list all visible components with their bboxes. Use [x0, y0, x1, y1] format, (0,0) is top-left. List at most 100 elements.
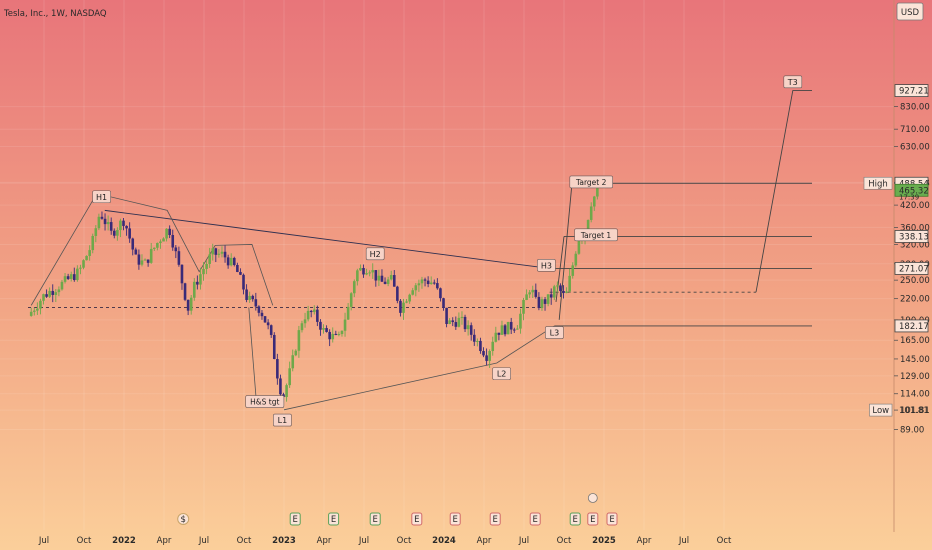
candle-body	[574, 253, 578, 266]
candle	[109, 217, 113, 235]
pattern-label-box	[545, 326, 564, 339]
candle	[476, 338, 479, 347]
candle	[199, 267, 202, 290]
candle-body	[300, 323, 304, 331]
pattern-label-text: H3	[541, 261, 552, 270]
candle-body	[202, 268, 205, 275]
candle-body	[503, 325, 507, 335]
y-tick-label: 320.00	[900, 240, 930, 250]
x-tick-label: Apr	[317, 536, 332, 546]
event-marker: E	[328, 512, 340, 526]
event-marker: E	[369, 512, 381, 526]
pattern-label-box	[537, 259, 556, 272]
pattern-label: L2	[492, 367, 511, 380]
candle-body	[516, 328, 519, 330]
pattern-label-box	[245, 395, 285, 408]
annotations: H1 H2 H3 L1 L2 L3 T3 Target 1 Target 2 H&S tgt	[92, 75, 803, 427]
candle-body	[565, 291, 568, 293]
candle-body	[442, 298, 445, 308]
y-tick-label: 114.00	[900, 390, 930, 400]
currency-button[interactable]: USD	[896, 2, 924, 21]
candle	[192, 278, 196, 301]
candle-body	[309, 310, 313, 313]
candle-body	[423, 279, 427, 281]
candle	[451, 317, 455, 327]
candle-body	[577, 240, 581, 254]
pattern-label-box	[92, 190, 111, 204]
candle	[134, 247, 138, 255]
y-tick-label: 145.00	[900, 355, 930, 365]
earnings-box	[328, 512, 340, 526]
earnings-box	[411, 512, 423, 526]
candle	[528, 289, 531, 299]
candle	[562, 285, 565, 299]
candle	[522, 297, 525, 321]
candle-body	[171, 235, 175, 248]
candle-body	[51, 290, 55, 295]
shoulder-line	[104, 209, 550, 269]
candle	[29, 307, 33, 317]
candle-body	[205, 263, 208, 269]
candle-body	[556, 285, 559, 287]
t3-projection	[755, 90, 812, 293]
y-tick-label: 165.00	[900, 336, 930, 346]
pattern-label: Target 1	[574, 228, 618, 242]
candle	[500, 320, 504, 335]
event-label: $	[180, 515, 185, 525]
candle	[343, 312, 347, 337]
candle	[589, 202, 593, 223]
pattern-label-box	[365, 247, 385, 261]
candle	[217, 249, 221, 258]
x-tick-label: Oct	[557, 536, 572, 546]
candle	[472, 329, 476, 346]
price-box-value: 338.13	[899, 232, 929, 242]
candle	[340, 330, 344, 337]
candle	[60, 279, 64, 291]
candle	[140, 254, 144, 267]
candle-body	[291, 355, 295, 369]
candle	[368, 270, 371, 277]
candle-body	[537, 296, 541, 309]
candle	[137, 249, 141, 270]
candle	[374, 270, 378, 287]
candle	[165, 228, 168, 242]
pattern-label-text: H1	[96, 193, 107, 202]
candle-body	[479, 340, 482, 352]
candle	[411, 287, 415, 296]
candle-body	[276, 359, 279, 379]
pattern-label: L1	[273, 413, 292, 427]
candle	[220, 246, 224, 258]
candle	[229, 253, 233, 267]
candle	[414, 283, 418, 297]
candle-body	[106, 222, 110, 225]
y-tick-label: 101.81	[900, 406, 930, 416]
pattern-label-text: H2	[370, 250, 381, 259]
candle-body	[159, 241, 162, 243]
candle-body	[546, 294, 550, 304]
candle-body	[226, 257, 230, 266]
event-label: E	[533, 515, 538, 525]
price-box	[894, 84, 929, 97]
chart-title: Tesla, Inc., 1W, NASDAQ	[3, 9, 107, 19]
candle	[559, 283, 562, 298]
candle	[316, 305, 319, 327]
candle	[106, 215, 110, 231]
candle	[177, 246, 181, 267]
candle	[568, 268, 571, 293]
event-marker: E	[529, 512, 541, 526]
price-tag-label: Low	[872, 406, 889, 416]
candle	[128, 222, 131, 243]
candle-body	[91, 235, 95, 251]
event-label: E	[373, 515, 378, 525]
candle-body	[586, 219, 590, 235]
candle	[399, 299, 402, 317]
candle	[556, 281, 559, 293]
y-tick-label: 89.00	[900, 426, 924, 436]
candle-body	[368, 272, 371, 274]
candle-body	[429, 282, 433, 285]
candle-body	[485, 355, 488, 361]
candle	[408, 293, 411, 304]
candle-body	[109, 222, 113, 231]
candle	[303, 312, 307, 328]
